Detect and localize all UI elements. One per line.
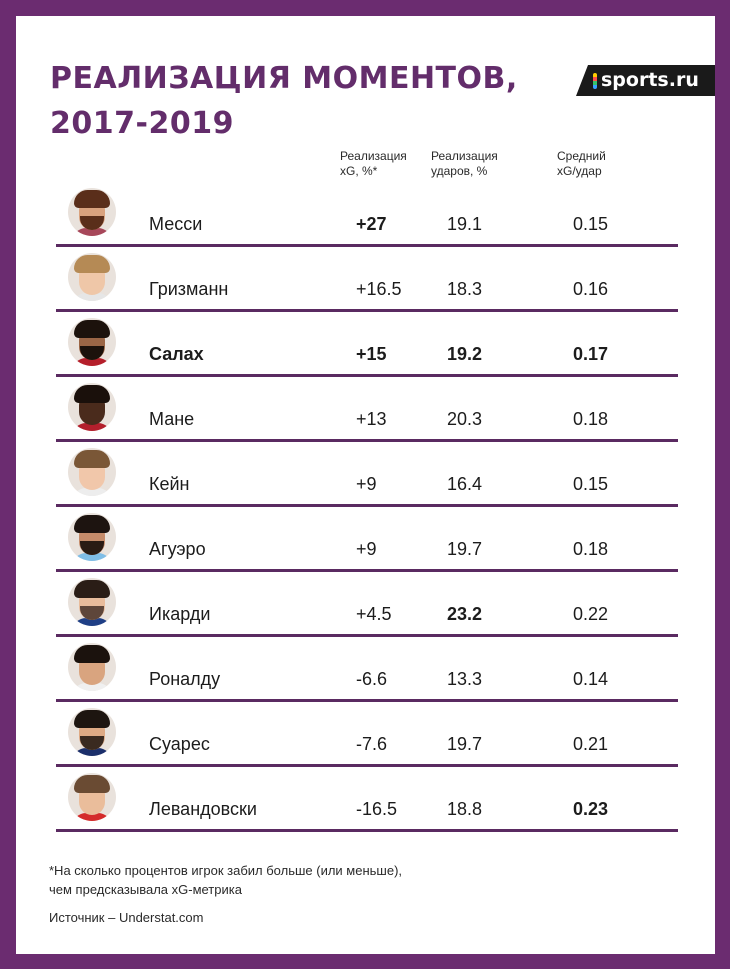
table-row: Агуэро +9 19.7 0.18 [56,507,678,572]
page-title: РЕАЛИЗАЦИЯ МОМЕНТОВ, 2017-2019 [50,56,518,146]
avg-xg-per-shot-value: 0.15 [573,214,609,234]
column-header-xg: Реализация xG, %* [340,149,407,178]
avg-xg-per-shot-value: 0.17 [573,344,609,364]
xg-conversion-value: -6.6 [356,669,388,689]
xg-conversion-value: +13 [356,409,387,429]
shot-conversion-value: 16.4 [447,474,483,494]
table-row: Мане +13 20.3 0.18 [56,377,678,442]
player-name: Гризманн [149,279,229,299]
avg-xg-per-shot-value: 0.18 [573,539,609,559]
avg-xg-per-shot-value: 0.23 [573,799,609,819]
table-row: Салах +15 19.2 0.17 [56,312,678,377]
table-row: Кейн +9 16.4 0.15 [56,442,678,507]
xg-conversion-value: +9 [356,539,377,559]
avg-xg-per-shot-value: 0.22 [573,604,609,624]
sports-ru-logo[interactable]: sports.ru [576,65,715,96]
player-name: Суарес [149,734,210,754]
shot-conversion-value: 19.7 [447,734,483,754]
player-avatar [68,188,116,236]
xg-conversion-value: +16.5 [356,279,402,299]
shot-conversion-value: 18.3 [447,279,483,299]
player-avatar [68,513,116,561]
player-avatar [68,253,116,301]
shot-conversion-value: 23.2 [447,604,483,624]
player-avatar [68,578,116,626]
player-avatar [68,318,116,366]
shot-conversion-value: 13.3 [447,669,483,689]
player-avatar [68,643,116,691]
player-name: Кейн [149,474,190,494]
footnote: *На сколько процентов игрок забил больше… [49,863,403,897]
title-line-2: 2017-2019 [50,106,234,141]
avg-xg-per-shot-value: 0.14 [573,669,609,689]
infographic-card: РЕАЛИЗАЦИЯ МОМЕНТОВ, 2017-2019 sports.ru… [16,16,715,954]
shot-conversion-value: 19.7 [447,539,483,559]
xg-conversion-value: +9 [356,474,377,494]
avg-xg-per-shot-value: 0.16 [573,279,609,299]
xg-conversion-value: -16.5 [356,799,398,819]
player-name: Икарди [149,604,211,624]
player-avatar [68,773,116,821]
column-header-shots: Реализация ударов, % [431,149,498,178]
player-name: Салах [149,344,204,364]
player-name: Роналду [149,669,221,689]
shot-conversion-value: 19.2 [447,344,483,364]
table-row: Гризманн +16.5 18.3 0.16 [56,247,678,312]
player-avatar [68,448,116,496]
avg-xg-per-shot-value: 0.15 [573,474,609,494]
avg-xg-per-shot-value: 0.21 [573,734,609,754]
player-name: Мане [149,409,195,429]
shot-conversion-value: 19.1 [447,214,483,234]
logo-dots-icon [593,73,597,89]
shot-conversion-value: 20.3 [447,409,483,429]
table-row: Левандовски -16.5 18.8 0.23 [56,767,678,832]
column-header-avg: Средний xG/удар [557,149,606,178]
logo-text: sports.ru [601,69,699,91]
table-row: Суарес -7.6 19.7 0.21 [56,702,678,767]
title-line-1: РЕАЛИЗАЦИЯ МОМЕНТОВ, [50,61,518,96]
xg-conversion-value: +27 [356,214,387,234]
player-avatar [68,708,116,756]
avg-xg-per-shot-value: 0.18 [573,409,609,429]
player-avatar [68,383,116,431]
xg-conversion-value: +4.5 [356,604,392,624]
table-row: Роналду -6.6 13.3 0.14 [56,637,678,702]
source-note: Источник – Understat.com [49,910,204,925]
player-name: Месси [149,214,203,234]
xg-conversion-value: -7.6 [356,734,388,754]
shot-conversion-value: 18.8 [447,799,483,819]
player-name: Левандовски [149,799,257,819]
table-row: Икарди +4.5 23.2 0.22 [56,572,678,637]
xg-conversion-value: +15 [356,344,387,364]
player-name: Агуэро [149,539,206,559]
table-row: Месси +27 19.1 0.15 [56,182,678,247]
